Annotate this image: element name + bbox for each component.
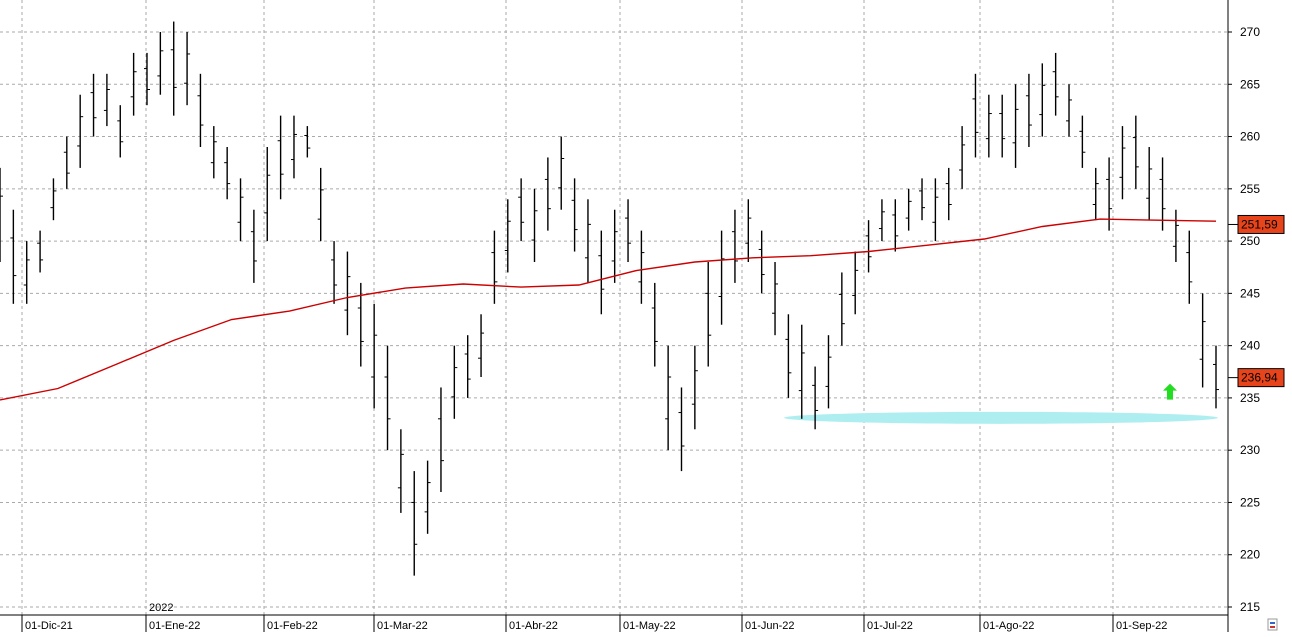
y-tick-label: 245 [1240, 286, 1260, 300]
support-zone [784, 411, 1218, 424]
y-tick-label: 265 [1240, 77, 1260, 91]
corner-settings-icon[interactable] [1267, 618, 1278, 631]
x-tick-label: 01-Feb-22 [267, 620, 318, 632]
y-tick-label: 235 [1240, 391, 1260, 405]
y-tick-label: 225 [1240, 495, 1260, 509]
arrow-layer [1163, 383, 1177, 400]
x-tick-label: 01-May-22 [623, 620, 676, 632]
x-tick-label: 01-Ago-22 [983, 620, 1034, 632]
x-tick-label: 01-Sep-22 [1116, 620, 1167, 632]
y-tick-label: 215 [1240, 600, 1260, 614]
x-tick-label: 01-Jun-22 [745, 620, 795, 632]
y-tick-label: 220 [1240, 548, 1260, 562]
up-arrow-icon [1163, 383, 1177, 400]
value-badges-layer: 251,59 236,94 [1228, 214, 1285, 388]
last-close-badge-text: 236,94 [1241, 371, 1278, 385]
support-zone-layer [784, 411, 1218, 424]
corner-icon-mark-red [1270, 626, 1275, 628]
corner-icon-mark-blue [1270, 622, 1275, 624]
x-tick-label: 01-Jul-22 [867, 620, 913, 632]
x-tick-label: 01-Mar-22 [377, 620, 428, 632]
y-tick-label: 230 [1240, 443, 1260, 457]
ma-value-badge-text: 251,59 [1241, 217, 1278, 231]
y-tick-label: 240 [1240, 339, 1260, 353]
moving-average-line [0, 218, 1217, 401]
y-tick-label: 255 [1240, 182, 1260, 196]
y-tick-label: 250 [1240, 234, 1260, 248]
x-tick-label: 01-Abr-22 [509, 620, 558, 632]
moving-average-layer [0, 218, 1217, 401]
year-marker-label: 2022 [149, 602, 173, 614]
y-tick-label: 270 [1240, 25, 1260, 39]
plot-background [0, 0, 1228, 615]
y-tick-label: 260 [1240, 130, 1260, 144]
x-tick-label: 01-Dic-21 [25, 620, 73, 632]
x-tick-label: 01-Ene-22 [149, 620, 200, 632]
price-bars-layer [0, 21, 1219, 576]
